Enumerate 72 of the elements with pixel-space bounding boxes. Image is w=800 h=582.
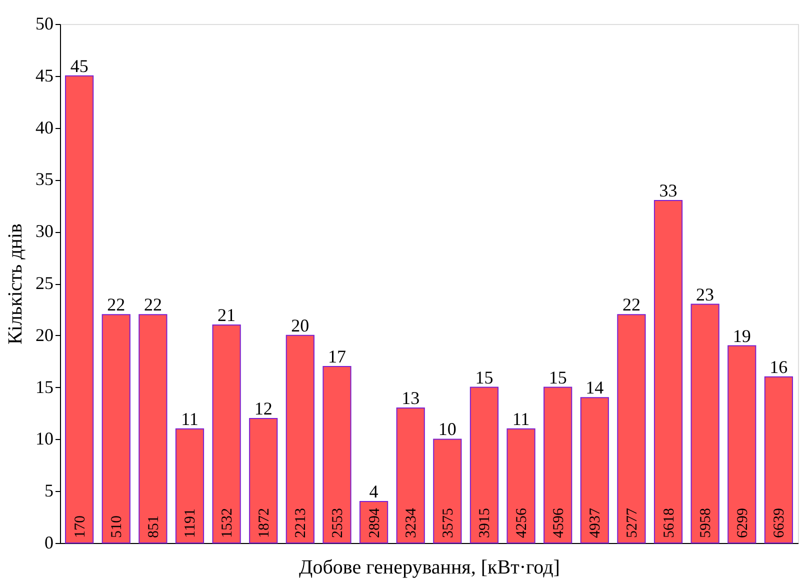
bar: [690, 304, 720, 544]
bar: [654, 200, 683, 544]
y-tick-label: 35: [36, 169, 54, 190]
data-label: 22: [107, 294, 126, 315]
data-label: 13: [402, 388, 420, 408]
bar: [728, 345, 756, 544]
data-label: 20: [291, 315, 310, 336]
x-tick-label: 4937: [588, 508, 604, 538]
data-label: 21: [218, 305, 236, 326]
y-tick-label: 30: [36, 221, 54, 242]
data-label: 19: [732, 326, 751, 346]
data-label: 12: [254, 398, 272, 418]
y-tick-label: 10: [36, 428, 54, 449]
data-label: 17: [328, 346, 346, 367]
y-tick-label: 40: [36, 117, 54, 138]
bar: [764, 376, 793, 544]
bar: [175, 428, 204, 544]
y-tick-label: 50: [36, 14, 54, 34]
bar: [65, 75, 94, 544]
data-label: 11: [181, 408, 198, 429]
bar: [212, 324, 241, 544]
data-label: 15: [548, 367, 567, 388]
data-label: 4: [369, 481, 378, 502]
bar: [396, 408, 425, 544]
y-tick-label: 5: [44, 480, 54, 501]
x-tick-label: 1532: [220, 508, 236, 538]
x-tick-label: 6299: [734, 508, 751, 538]
y-tick-label: 20: [36, 324, 54, 345]
bar: [617, 314, 646, 544]
data-label: 22: [622, 294, 640, 315]
x-tick-label: 1872: [256, 508, 272, 538]
x-tick-label: 3234: [404, 508, 420, 538]
data-label: 15: [475, 367, 494, 388]
bar: [470, 386, 499, 544]
x-tick-label: 851: [146, 516, 162, 538]
data-label: 33: [659, 180, 678, 200]
bar: [138, 314, 168, 544]
bar: [506, 428, 536, 544]
x-tick-label: 510: [109, 516, 126, 538]
x-tick-label: 3575: [440, 508, 456, 538]
y-tick-label: 0: [44, 532, 54, 552]
data-label: 45: [70, 56, 88, 76]
y-tick-label: 15: [36, 376, 54, 397]
x-tick-label: 4256: [514, 508, 530, 538]
data-label: 11: [512, 408, 530, 429]
bar: [544, 386, 572, 544]
bar: [286, 334, 314, 544]
x-tick-label: 3915: [477, 508, 494, 538]
bar: [249, 418, 278, 544]
data-label: 14: [586, 378, 604, 398]
data-label: 23: [696, 284, 714, 304]
x-tick-label: 5618: [661, 508, 678, 538]
bar: [322, 366, 352, 544]
x-tick-label: 6639: [772, 508, 788, 538]
x-tick-label: 1191: [182, 508, 199, 538]
y-tick-label: 25: [36, 273, 54, 293]
data-label: 10: [438, 419, 456, 440]
x-tick-label: 170: [72, 516, 88, 538]
y-axis-title: Кількість днів: [4, 224, 26, 344]
x-tick-label: 5277: [624, 508, 640, 538]
x-tick-label: 2553: [330, 508, 346, 538]
bar: [580, 397, 609, 544]
bar: [102, 314, 130, 544]
x-tick-label: 4596: [550, 508, 567, 538]
data-label: 16: [770, 356, 788, 377]
bar: [433, 438, 462, 544]
x-tick-label: 2894: [366, 508, 383, 538]
y-tick-label: 45: [36, 65, 54, 86]
data-label: 22: [144, 294, 162, 315]
x-axis-title: Добове генерування, [кВт·год]: [299, 556, 560, 578]
x-tick-label: 5958: [698, 508, 714, 538]
x-tick-label: 2213: [293, 508, 310, 538]
